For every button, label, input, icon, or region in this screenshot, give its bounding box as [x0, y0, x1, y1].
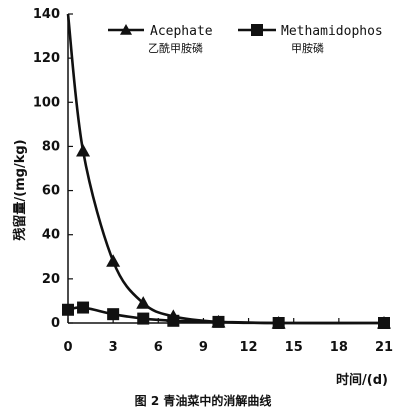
x-tick-label: 21: [375, 340, 393, 355]
methamidophos-point: [77, 301, 90, 314]
legend-marker-methamidophos: [251, 24, 263, 36]
acephate-point: [136, 296, 151, 309]
methamidophos-point: [167, 314, 180, 327]
legend-marker-acephate: [120, 24, 132, 35]
y-tick-label: 80: [42, 139, 60, 154]
legend: Acephate 乙酰甲胺磷 Methamidophos 甲胺磷: [108, 24, 383, 55]
legend-label-cn-acephate: 乙酰甲胺磷: [148, 41, 203, 55]
methamidophos-point: [137, 312, 150, 325]
y-tick-label: 140: [33, 7, 60, 22]
acephate-point: [106, 254, 121, 267]
acephate-point: [76, 143, 91, 157]
x-tick-label: 18: [330, 340, 348, 355]
legend-label-acephate: Acephate: [150, 24, 213, 39]
legend-label-cn-methamidophos: 甲胺磷: [291, 41, 324, 55]
y-tick-label: 40: [42, 228, 60, 243]
y-tick-label: 60: [42, 184, 60, 199]
x-tick-label: 12: [240, 340, 258, 355]
series-group: [62, 13, 391, 329]
acephate-line: [66, 13, 385, 325]
methamidophos-point: [272, 317, 285, 329]
x-tick-label: 0: [63, 340, 72, 355]
y-tick-label: 100: [33, 95, 60, 110]
methamidophos-point: [107, 308, 120, 321]
x-tick-label: 3: [109, 340, 118, 355]
y-axis-title: 残留量/(mg/kg): [12, 139, 28, 240]
x-tick-label: 15: [285, 340, 303, 355]
legend-label-methamidophos: Methamidophos: [281, 24, 383, 39]
x-tick-label: 6: [154, 340, 163, 355]
x-axis-title: 时间/(d): [336, 372, 388, 388]
y-tick-label: 120: [33, 51, 60, 66]
methamidophos-point: [62, 303, 74, 316]
figure-caption: 图 2 青油菜中的消解曲线: [135, 393, 272, 408]
ticks-group: 0 20 40 60 80 100 120 140 0 3 6 9 12 15 18 21: [33, 7, 393, 355]
methamidophos-point: [212, 315, 225, 328]
y-tick-label: 0: [51, 316, 60, 331]
y-tick-label: 20: [42, 272, 60, 287]
methamidophos-point: [378, 317, 390, 329]
axes-group: [67, 14, 384, 324]
x-tick-label: 9: [199, 340, 208, 355]
